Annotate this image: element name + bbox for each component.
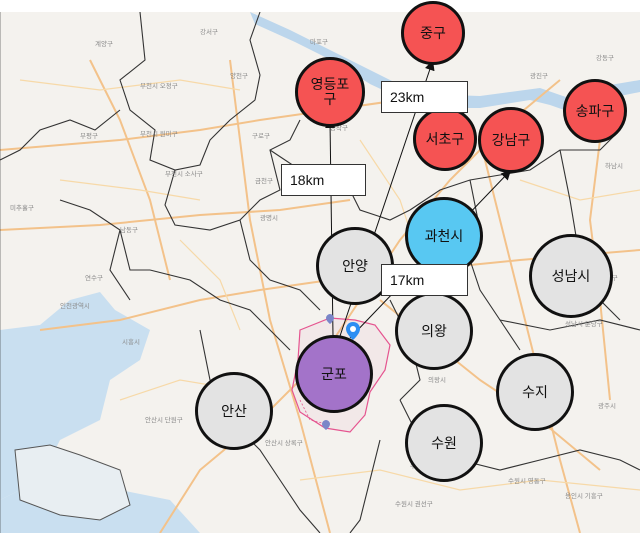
circle-label: 과천시	[424, 227, 464, 244]
place-label: 마포구	[310, 39, 328, 46]
place-label: 부천시 원미구	[140, 131, 178, 138]
circle-label: 안산	[221, 402, 247, 419]
place-label: 인천광역시	[60, 303, 90, 310]
place-label: 양천구	[230, 73, 248, 80]
place-label: 광명시	[260, 215, 278, 222]
place-label: 계양구	[95, 41, 113, 48]
place-label: 부평구	[80, 133, 98, 140]
circle-gwacheon-si[interactable]: 과천시	[405, 197, 483, 275]
circle-songpa-gu[interactable]: 송파구	[563, 79, 627, 143]
circle-gangnam-gu[interactable]: 강남구	[478, 107, 544, 173]
place-label: 광주시	[598, 403, 616, 410]
circle-label: 영등포 구	[310, 76, 350, 107]
poi-pin-icon	[322, 420, 330, 430]
place-label: 용인시 기흥구	[565, 493, 603, 500]
circle-seocho-gu[interactable]: 서초구	[413, 107, 477, 171]
place-label: 구로구	[252, 133, 270, 140]
distance-label-jung-gu: 23km	[381, 81, 468, 113]
place-label: 동작구	[330, 125, 348, 132]
place-label: 하남시	[605, 163, 623, 170]
place-label: 강동구	[596, 55, 614, 62]
circle-label: 성남시	[551, 267, 591, 284]
circle-label: 송파구	[575, 102, 615, 119]
circle-label: 군포	[321, 365, 347, 382]
place-label: 광진구	[530, 73, 548, 80]
distance-label-gangnam: 17km	[381, 264, 468, 296]
place-label: 금천구	[255, 178, 273, 185]
place-label: 미추홀구	[10, 205, 34, 212]
top-strip	[0, 0, 640, 12]
circle-label: 수원	[431, 434, 457, 451]
place-label: 수원시 영통구	[508, 478, 546, 485]
place-label: 성남시 분당구	[565, 321, 603, 328]
circle-yeongdeungpo-gu[interactable]: 영등포 구	[295, 57, 365, 127]
place-label: 수원시 권선구	[395, 501, 433, 508]
location-pin-icon[interactable]	[346, 322, 360, 340]
place-label: 의왕시	[428, 377, 446, 384]
circle-label: 강남구	[491, 131, 531, 148]
place-label: 연수구	[85, 275, 103, 282]
place-label: 부천시 소사구	[165, 171, 203, 178]
circle-seongnam-si[interactable]: 성남시	[529, 234, 613, 318]
distance-label-yeongdeungpo: 18km	[281, 164, 366, 196]
circle-ansan[interactable]: 안산	[195, 372, 273, 450]
place-label: 강서구	[200, 29, 218, 36]
circle-label: 안양	[342, 257, 368, 274]
circle-label: 중구	[420, 24, 446, 41]
circle-uiwang[interactable]: 의왕	[395, 292, 473, 370]
place-label: 안산시 상록구	[265, 440, 303, 447]
circle-label: 서초구	[425, 130, 465, 147]
circle-label: 수지	[522, 383, 548, 400]
circle-jung-gu[interactable]: 중구	[401, 1, 465, 65]
circle-label: 의왕	[421, 322, 447, 339]
place-label: 부천시 오정구	[140, 83, 178, 90]
circle-suwon[interactable]: 수원	[405, 404, 483, 482]
place-label: 남동구	[120, 227, 138, 234]
place-label: 안산시 단원구	[145, 417, 183, 424]
circle-gunpo[interactable]: 군포	[295, 335, 373, 413]
circle-suji[interactable]: 수지	[496, 353, 574, 431]
line-to-yeongdeungpo	[325, 118, 336, 337]
place-label: 시흥시	[122, 339, 140, 346]
poi-pin-icon	[326, 314, 334, 324]
